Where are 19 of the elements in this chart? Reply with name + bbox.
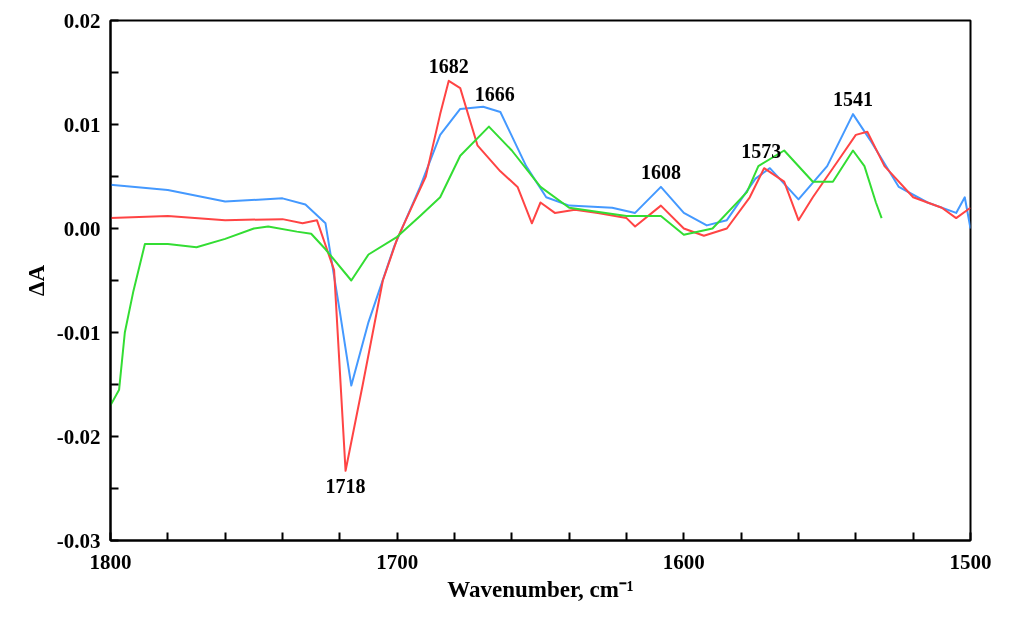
y-tick-label: -0.01: [56, 320, 101, 345]
x-tick-label: 1500: [949, 549, 992, 574]
line-series: [110, 105, 971, 387]
x-tick-label: 1600: [662, 549, 705, 574]
line-series: [110, 79, 971, 472]
x-tick-label: 1700: [376, 549, 419, 574]
y-tick-label: 0.02: [63, 8, 101, 33]
line-series: [110, 125, 883, 407]
y-tick-label: 0.01: [63, 112, 101, 137]
annotation: 1718: [325, 474, 366, 497]
annotation: 1573: [741, 140, 782, 163]
annotation: 1666: [474, 82, 515, 105]
y-tick-label: 0.00: [63, 216, 101, 241]
annotation: 1682: [428, 54, 469, 77]
x-axis-title: Wavenumber, cm⁻¹: [447, 576, 634, 602]
y-axis-title: ΔA: [23, 264, 49, 297]
y-tick-label: -0.02: [56, 424, 101, 449]
annotation: 1541: [832, 88, 873, 111]
annotation: 1608: [640, 160, 681, 183]
